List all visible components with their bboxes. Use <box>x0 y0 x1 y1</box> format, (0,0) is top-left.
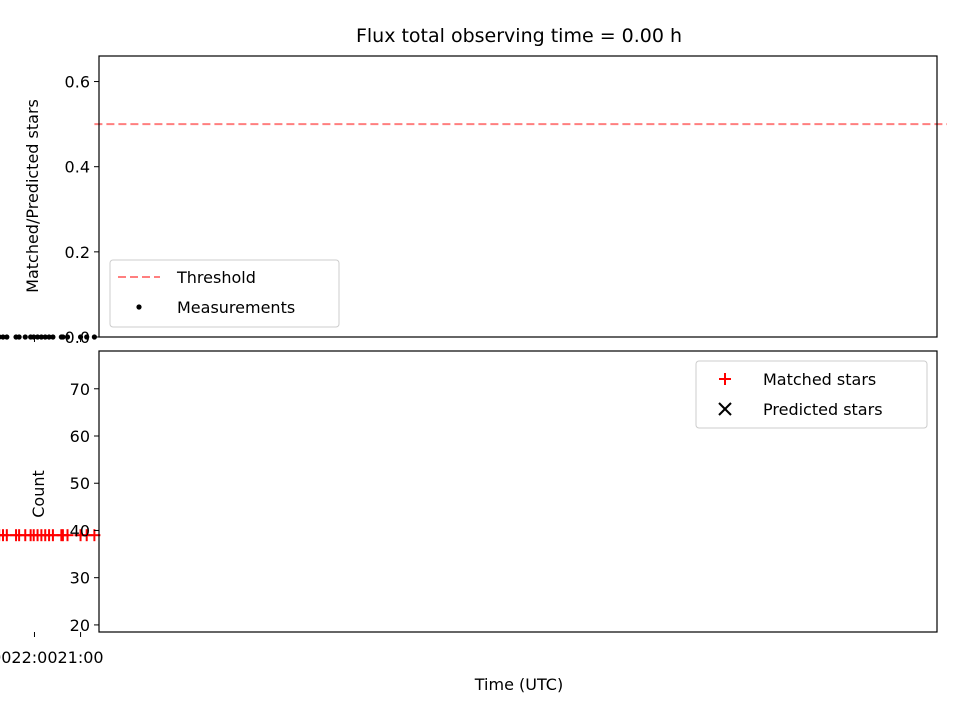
measurement-point <box>50 334 56 340</box>
bottom-y-tick-label: 20 <box>70 616 90 635</box>
bottom-y-tick-label: 60 <box>70 427 90 446</box>
bottom-axes-frame <box>98 350 938 633</box>
measurement-point <box>84 334 90 340</box>
x-tick-label: 23:00 <box>0 648 11 667</box>
top-legend: Threshold Measurements <box>109 259 340 328</box>
top-y-tick-label: 0.4 <box>65 158 90 177</box>
measurement-point <box>13 334 19 340</box>
chart-title: Flux total observing time = 0.00 h <box>356 25 682 47</box>
measurements-legend-marker <box>136 304 142 310</box>
measurement-point <box>0 334 6 340</box>
measurements-legend-label: Measurements <box>177 298 295 317</box>
top-y-tick-label: 0.6 <box>65 73 90 92</box>
top-y-axis-label: Matched/Predicted stars <box>23 99 42 293</box>
threshold-legend-label: Threshold <box>176 268 256 287</box>
bottom-y-axis-label: Count <box>29 470 48 518</box>
x-axis-label: Time (UTC) <box>474 675 563 694</box>
top-y-tick-label: 0.2 <box>65 243 90 262</box>
top-y-tick-label: 0.0 <box>65 328 90 347</box>
matched-legend-marker <box>719 373 731 385</box>
predicted-legend-label: Predicted stars <box>763 400 883 419</box>
measurement-point <box>58 334 64 340</box>
measurement-point <box>4 334 10 340</box>
top-y-axis: 0.0 0.2 0.4 0.6 <box>65 73 99 347</box>
matched-star-marker <box>0 529 6 542</box>
measurement-point <box>46 334 52 340</box>
measurement-point <box>34 334 41 340</box>
measurement-point <box>0 334 2 340</box>
measurement-point <box>22 334 28 340</box>
bottom-legend: Matched stars Predicted stars <box>695 360 928 429</box>
matched-star-marker <box>74 529 87 542</box>
top-legend-box <box>109 259 340 328</box>
top-axes-frame <box>98 55 938 338</box>
measurement-point <box>64 334 71 340</box>
x-tick-label: 22:00 <box>11 648 57 667</box>
top-x-axis-ticks <box>33 337 82 342</box>
bottom-y-tick-label: 50 <box>70 474 90 493</box>
matched-star-marker <box>0 534 2 537</box>
predicted-legend-marker <box>718 402 732 416</box>
bottom-legend-box <box>695 360 928 429</box>
bottom-y-tick-label: 40 <box>70 521 90 540</box>
bottom-y-axis: 20 30 40 50 60 70 <box>70 380 99 635</box>
measurement-point <box>38 334 44 340</box>
bottom-y-tick-label: 30 <box>70 569 90 588</box>
measurement-point <box>42 334 48 340</box>
bottom-plot-area <box>0 529 101 542</box>
top-plot-area <box>0 123 947 340</box>
x-tick-label: 21:00 <box>58 648 104 667</box>
matched-legend-label: Matched stars <box>763 370 876 389</box>
measurement-point <box>28 334 34 340</box>
bottom-y-tick-label: 70 <box>70 380 90 399</box>
